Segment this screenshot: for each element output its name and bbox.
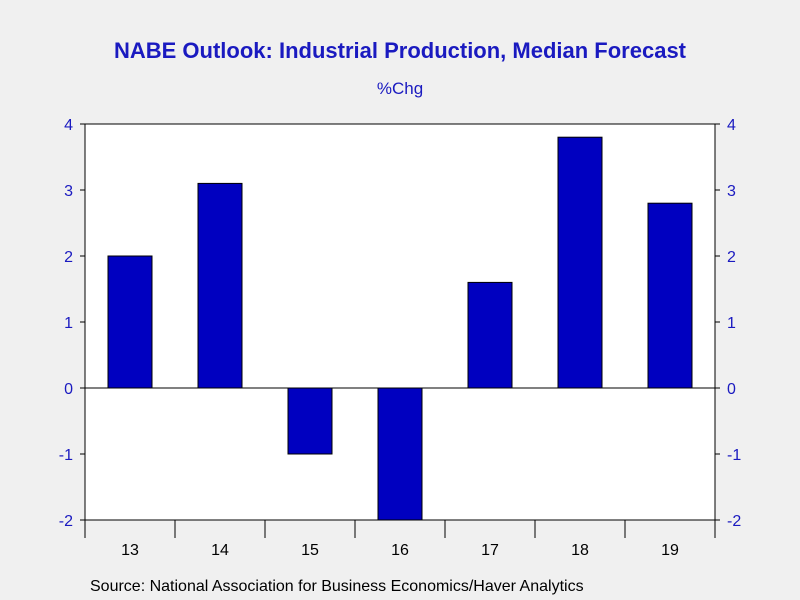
bar-16 [377,387,423,521]
y-tick-label-right: -1 [727,447,741,464]
x-tick-label-15: 15 [301,542,319,559]
y-tick-label-left: -1 [59,447,73,464]
y-tick-label-right: 2 [727,249,736,266]
bar-18 [557,136,603,389]
x-tick-label-14: 14 [211,542,229,559]
chart-title: NABE Outlook: Industrial Production, Med… [113,38,687,63]
source-note: Source: National Association for Busines… [90,578,584,595]
bar-13 [107,255,153,389]
y-tick-label-left: 0 [64,381,73,398]
y-tick-label-right: 3 [727,183,736,200]
y-tick-label-right: 4 [727,117,736,134]
x-tick-label-19: 19 [661,542,679,559]
bar-15 [287,387,333,455]
bar-14 [197,182,243,389]
y-tick-label-left: 2 [64,249,73,266]
y-tick-label-left: 1 [64,315,73,332]
y-tick-label-left: 3 [64,183,73,200]
y-tick-label-right: -2 [727,513,741,530]
bar-17 [467,281,513,389]
y-tick-label-left: -2 [59,513,73,530]
x-tick-label-18: 18 [571,542,589,559]
chart-subtitle: %Chg [376,79,424,98]
x-tick-label-13: 13 [121,542,139,559]
x-axis: 13 14 15 16 17 18 19 [84,520,716,559]
y-tick-label-right: 0 [727,381,736,398]
y-tick-label-right: 1 [727,315,736,332]
x-tick-label-17: 17 [481,542,499,559]
bars-group [107,136,693,521]
right-y-axis: 4 3 2 1 0 -1 -2 [715,117,741,530]
left-y-axis: 4 3 2 1 0 -1 -2 [59,117,85,530]
x-tick-label-16: 16 [391,542,409,559]
y-tick-label-left: 4 [64,117,73,134]
bar-19 [647,202,693,389]
